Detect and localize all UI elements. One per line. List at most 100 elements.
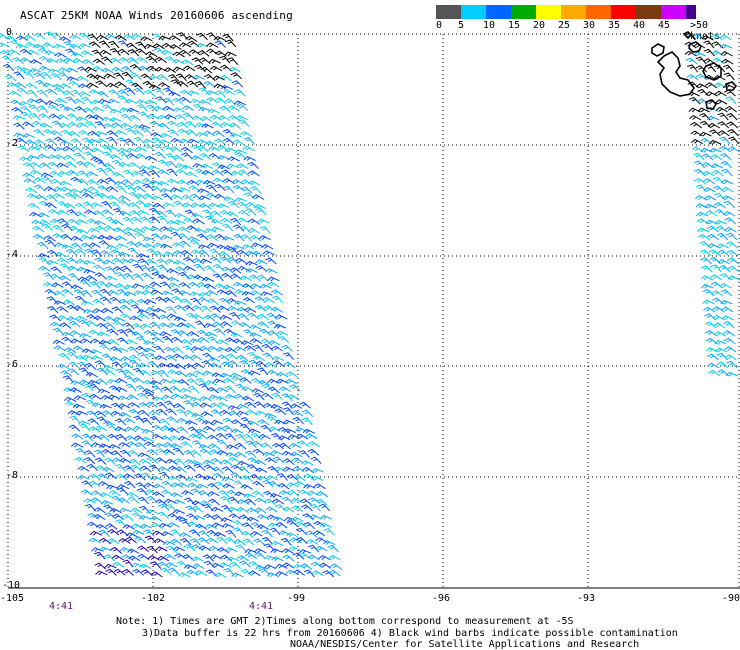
wind-barb bbox=[59, 322, 72, 329]
wind-barb bbox=[150, 185, 163, 193]
wind-barb bbox=[69, 387, 82, 394]
wind-barb bbox=[237, 313, 250, 321]
wind-barb bbox=[184, 209, 196, 218]
wind-barb bbox=[87, 227, 100, 233]
wind-barb bbox=[97, 192, 110, 200]
wind-barb bbox=[84, 503, 96, 512]
wind-barb bbox=[183, 400, 195, 408]
wind-barb bbox=[714, 192, 726, 201]
wind-barb bbox=[232, 519, 245, 528]
wind-barb bbox=[233, 346, 247, 352]
wind-barb bbox=[724, 346, 737, 353]
wind-barb bbox=[7, 82, 20, 89]
wind-barb bbox=[114, 235, 128, 241]
wind-barb bbox=[179, 49, 192, 57]
wind-barb bbox=[94, 121, 106, 129]
wind-barb bbox=[245, 268, 258, 273]
wind-barb bbox=[160, 386, 173, 394]
wind-barb bbox=[207, 491, 220, 497]
wind-barb bbox=[102, 122, 116, 129]
wind-barb bbox=[140, 226, 153, 232]
wind-barb bbox=[95, 465, 108, 473]
wind-barb bbox=[65, 401, 78, 408]
wind-barb bbox=[105, 523, 118, 530]
wind-barb bbox=[191, 304, 204, 313]
wind-barb bbox=[175, 168, 188, 176]
wind-barb bbox=[250, 432, 263, 441]
wind-barb bbox=[285, 371, 298, 378]
wind-barb bbox=[210, 506, 224, 512]
wind-barb bbox=[243, 493, 256, 499]
wind-barb bbox=[721, 195, 735, 201]
wind-barb bbox=[116, 337, 129, 345]
wind-barb bbox=[123, 291, 137, 297]
wind-barb bbox=[33, 184, 46, 192]
wind-barb bbox=[276, 473, 288, 481]
wind-barb bbox=[147, 266, 160, 273]
wind-barb bbox=[68, 80, 81, 88]
wind-barb bbox=[309, 514, 322, 520]
wind-barb bbox=[130, 216, 143, 224]
wind-barb bbox=[118, 298, 131, 306]
wind-barb bbox=[103, 73, 116, 79]
wind-barb bbox=[88, 234, 102, 240]
wind-barb bbox=[252, 480, 265, 488]
wind-barb bbox=[29, 59, 43, 65]
wind-barb bbox=[181, 194, 194, 202]
wind-barb bbox=[164, 400, 176, 409]
wind-barb bbox=[75, 354, 88, 362]
wind-barb bbox=[225, 547, 238, 553]
wind-barb bbox=[300, 563, 313, 570]
wind-barb bbox=[102, 259, 116, 265]
wind-barb bbox=[64, 347, 77, 354]
wind-barb bbox=[85, 275, 98, 282]
wind-barb bbox=[727, 257, 739, 265]
wind-barb bbox=[74, 202, 87, 210]
wind-barb bbox=[154, 151, 166, 159]
wind-barb bbox=[282, 419, 295, 425]
wind-barb bbox=[263, 564, 277, 570]
wind-barb bbox=[705, 82, 718, 89]
wind-barb bbox=[199, 395, 212, 402]
wind-barb bbox=[139, 369, 152, 377]
wind-barb bbox=[132, 179, 146, 185]
wind-barb bbox=[53, 43, 66, 49]
wind-barb bbox=[254, 552, 267, 560]
wind-barb bbox=[38, 113, 51, 120]
wind-barb bbox=[139, 523, 153, 529]
wind-barb bbox=[75, 315, 88, 321]
wind-barb bbox=[133, 136, 145, 144]
wind-barb bbox=[54, 242, 67, 248]
wind-barb bbox=[118, 210, 132, 216]
wind-barb bbox=[124, 87, 136, 95]
wind-barb bbox=[114, 426, 127, 432]
wind-barb bbox=[157, 511, 169, 520]
wind-barb bbox=[58, 72, 70, 80]
wind-barb bbox=[155, 546, 168, 552]
wind-barb bbox=[118, 195, 131, 202]
wind-barb bbox=[177, 128, 190, 136]
wind-barb bbox=[107, 289, 120, 296]
wind-barb bbox=[725, 371, 738, 377]
wind-barb bbox=[41, 176, 53, 185]
wind-barb bbox=[179, 532, 192, 538]
wind-barb bbox=[203, 513, 216, 521]
wind-barb bbox=[125, 435, 138, 442]
wind-barb bbox=[186, 513, 199, 521]
wind-barb bbox=[190, 212, 204, 218]
wind-barb bbox=[158, 122, 170, 130]
wind-barb bbox=[232, 224, 245, 232]
wind-barb bbox=[207, 434, 220, 441]
wind-barb bbox=[107, 338, 120, 346]
wind-barb bbox=[178, 282, 191, 289]
wind-barb bbox=[218, 297, 231, 305]
wind-barb bbox=[166, 545, 178, 554]
wind-barb bbox=[183, 564, 197, 570]
wind-barb bbox=[236, 499, 250, 505]
wind-barb bbox=[205, 184, 218, 193]
wind-barb bbox=[210, 226, 224, 232]
wind-barb bbox=[254, 296, 267, 304]
wind-barb bbox=[198, 87, 210, 96]
wind-barb bbox=[50, 73, 62, 81]
wind-barb bbox=[182, 354, 194, 361]
